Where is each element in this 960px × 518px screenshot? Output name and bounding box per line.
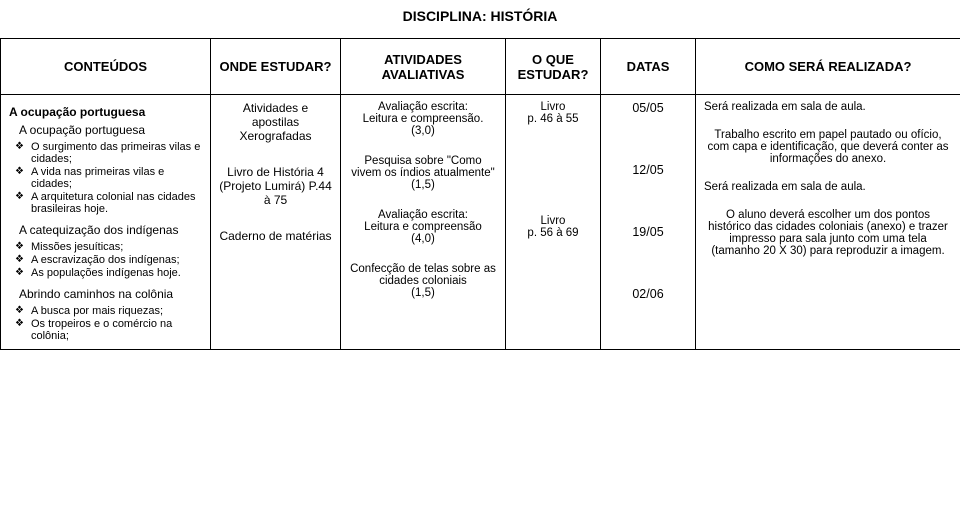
- bullet-list: Missões jesuíticas; A escravização dos i…: [9, 241, 202, 279]
- how-text: Será realizada em sala de aula.: [704, 181, 952, 193]
- assessment-line: Leitura e compreensão: [349, 221, 497, 233]
- cell-atividades: Avaliação escrita: Leitura e compreensão…: [341, 95, 506, 350]
- assessment-item: Confecção de telas sobre as cidades colo…: [349, 263, 497, 299]
- subtopic: Abrindo caminhos na colônia: [19, 287, 202, 301]
- assessment-line: Confecção de telas sobre as cidades colo…: [349, 263, 497, 287]
- cell-como: Será realizada em sala de aula. Trabalho…: [696, 95, 960, 350]
- list-item: O surgimento das primeiras vilas e cidad…: [31, 141, 202, 165]
- list-item: A vida nas primeiras vilas e cidades;: [31, 166, 202, 190]
- date-value: 12/05: [609, 163, 687, 177]
- pages-line: p. 56 à 69: [514, 227, 592, 239]
- pages-line: Livro: [514, 101, 592, 113]
- header-como: COMO SERÁ REALIZADA?: [696, 39, 960, 95]
- pages-line: p. 46 à 55: [514, 113, 592, 125]
- page-title: DISCIPLINA: HISTÓRIA: [0, 0, 960, 38]
- list-item: As populações indígenas hoje.: [31, 267, 202, 279]
- bullet-list: A busca por mais riquezas; Os tropeiros …: [9, 305, 202, 342]
- assessment-item: Pesquisa sobre "Como vivem os índios atu…: [349, 155, 497, 191]
- how-text: Trabalho escrito em papel pautado ou ofí…: [704, 129, 952, 165]
- assessment-weight: (3,0): [349, 125, 497, 137]
- pages-ref: Livro p. 56 à 69: [514, 215, 592, 239]
- assessment-weight: (1,5): [349, 287, 497, 299]
- assessment-line: Leitura e compreensão.: [349, 113, 497, 125]
- subtopic: A ocupação portuguesa: [19, 123, 202, 137]
- list-item: A escravização dos indígenas;: [31, 254, 202, 266]
- date-value: 19/05: [609, 225, 687, 239]
- assessment-weight: (4,0): [349, 233, 497, 245]
- date-value: 02/06: [609, 287, 687, 301]
- bullet-list: O surgimento das primeiras vilas e cidad…: [9, 141, 202, 215]
- assessment-item: Avaliação escrita: Leitura e compreensão…: [349, 209, 497, 245]
- study-source: Atividades e apostilas Xerografadas: [219, 101, 332, 143]
- cell-onde: Atividades e apostilas Xerografadas Livr…: [211, 95, 341, 350]
- assessment-weight: (1,5): [349, 179, 497, 191]
- list-item: A arquitetura colonial nas cidades brasi…: [31, 191, 202, 215]
- cell-oque: Livro p. 46 à 55 Livro p. 56 à 69: [506, 95, 601, 350]
- list-item: A busca por mais riquezas;: [31, 305, 202, 317]
- cell-datas: 05/05 12/05 19/05 02/06: [601, 95, 696, 350]
- table-header-row: CONTEÚDOS ONDE ESTUDAR? ATIVIDADES AVALI…: [1, 39, 960, 95]
- header-datas: DATAS: [601, 39, 696, 95]
- date-value: 05/05: [609, 101, 687, 115]
- study-source: Caderno de matérias: [219, 229, 332, 243]
- pages-ref: Livro p. 46 à 55: [514, 101, 592, 125]
- header-oque: O QUE ESTUDAR?: [506, 39, 601, 95]
- how-text: Será realizada em sala de aula.: [704, 101, 952, 113]
- cell-conteudos: A ocupação portuguesa A ocupação portugu…: [1, 95, 211, 350]
- assessment-line: Pesquisa sobre "Como vivem os índios atu…: [349, 155, 497, 179]
- topic-heading: A ocupação portuguesa: [9, 105, 202, 119]
- assessment-line: Avaliação escrita:: [349, 101, 497, 113]
- assessment-line: Avaliação escrita:: [349, 209, 497, 221]
- study-plan-table: CONTEÚDOS ONDE ESTUDAR? ATIVIDADES AVALI…: [0, 38, 960, 350]
- list-item: Os tropeiros e o comércio na colônia;: [31, 318, 202, 342]
- header-conteudos: CONTEÚDOS: [1, 39, 211, 95]
- table-row: A ocupação portuguesa A ocupação portugu…: [1, 95, 960, 350]
- assessment-item: Avaliação escrita: Leitura e compreensão…: [349, 101, 497, 137]
- list-item: Missões jesuíticas;: [31, 241, 202, 253]
- subtopic: A catequização dos indígenas: [19, 223, 202, 237]
- how-text: O aluno deverá escolher um dos pontos hi…: [704, 209, 952, 257]
- study-source: Livro de História 4 (Projeto Lumirá) P.4…: [219, 165, 332, 207]
- pages-line: Livro: [514, 215, 592, 227]
- header-atividades: ATIVIDADES AVALIATIVAS: [341, 39, 506, 95]
- header-onde: ONDE ESTUDAR?: [211, 39, 341, 95]
